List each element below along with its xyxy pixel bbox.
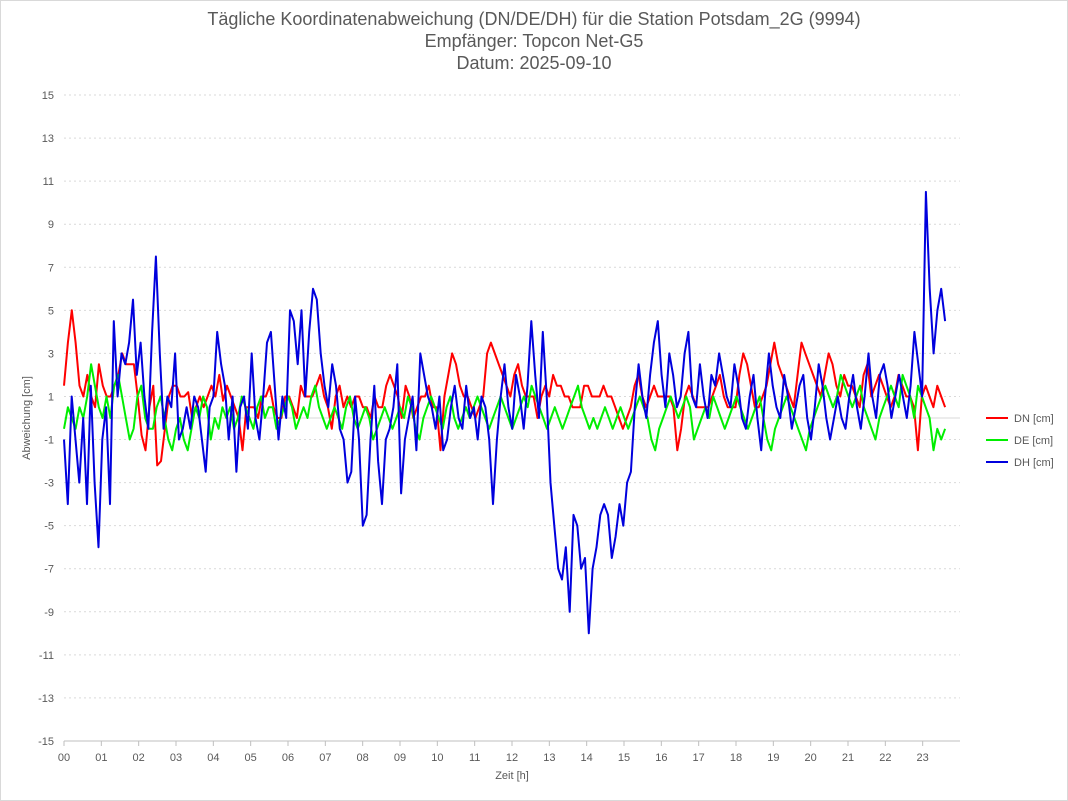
y-tick-label: -11 (39, 650, 54, 662)
y-axis-ticks: 15 13 11 9 7 5 3 1 -1 -3 -5 -7 -9 -11 -13 -15 (38, 90, 54, 748)
y-tick-label: -3 (44, 478, 54, 490)
y-tick-label: 15 (42, 90, 54, 102)
x-tick-label: 15 (618, 752, 630, 764)
x-tick-label: 21 (842, 752, 854, 764)
y-tick-label: 13 (42, 133, 54, 145)
chart-date: Datum: 2025-09-10 (456, 53, 612, 73)
series-line-dn (63, 309, 947, 467)
x-tick-label: 07 (319, 752, 331, 764)
x-tick-label: 20 (805, 752, 817, 764)
legend-label: DE [cm] (1014, 435, 1053, 447)
x-tick-label: 12 (506, 752, 518, 764)
legend-label: DN [cm] (1014, 413, 1054, 425)
y-tick-label: -5 (44, 521, 54, 533)
y-tick-label: 9 (48, 219, 54, 231)
x-tick-label: 10 (431, 752, 443, 764)
x-tick-label: 17 (693, 752, 705, 764)
x-tick-label: 05 (245, 752, 257, 764)
series-line-dh (63, 190, 947, 635)
y-tick-label: 3 (48, 348, 54, 360)
x-tick-label: 19 (767, 752, 779, 764)
x-tick-label: 16 (655, 752, 667, 764)
x-tick-label: 13 (543, 752, 555, 764)
x-axis-title: Zeit [h] (495, 770, 529, 782)
series-line-de (63, 363, 947, 452)
legend: DN [cm] DE [cm] DH [cm] (986, 413, 1054, 469)
series-group (63, 190, 947, 635)
y-tick-label: -15 (38, 736, 54, 748)
x-tick-label: 06 (282, 752, 294, 764)
x-tick-label: 23 (917, 752, 929, 764)
grid-lines (64, 94, 960, 742)
y-tick-label: 1 (48, 391, 54, 403)
x-tick-label: 11 (469, 752, 480, 764)
x-tick-label: 01 (95, 752, 107, 764)
y-tick-label: -9 (44, 607, 54, 619)
x-tick-label: 22 (879, 752, 891, 764)
chart-title: Tägliche Koordinatenabweichung (DN/DE/DH… (207, 9, 861, 29)
x-tick-label: 08 (357, 752, 369, 764)
x-tick-label: 00 (58, 752, 70, 764)
x-tick-label: 02 (133, 752, 145, 764)
x-tick-label: 09 (394, 752, 406, 764)
x-axis-ticks: 00 01 02 03 04 05 06 07 08 09 10 11 12 13 14 15 16 17 18 19… (58, 741, 929, 764)
y-tick-label: 11 (43, 176, 54, 188)
y-tick-label: -1 (44, 435, 54, 447)
y-tick-label: 5 (48, 305, 54, 317)
chart-titles: Tägliche Koordinatenabweichung (DN/DE/DH… (0, 8, 1068, 74)
y-tick-label: -7 (44, 564, 54, 576)
chart-subtitle: Empfänger: Topcon Net-G5 (424, 31, 644, 51)
x-tick-label: 03 (170, 752, 182, 764)
legend-label: DH [cm] (1014, 457, 1054, 469)
y-tick-label: 7 (48, 262, 54, 274)
x-tick-label: 18 (730, 752, 742, 764)
y-tick-label: -13 (38, 693, 54, 705)
x-tick-label: 14 (581, 752, 593, 764)
y-axis-title: Abweichung [cm] (21, 376, 33, 460)
x-tick-label: 04 (207, 752, 219, 764)
